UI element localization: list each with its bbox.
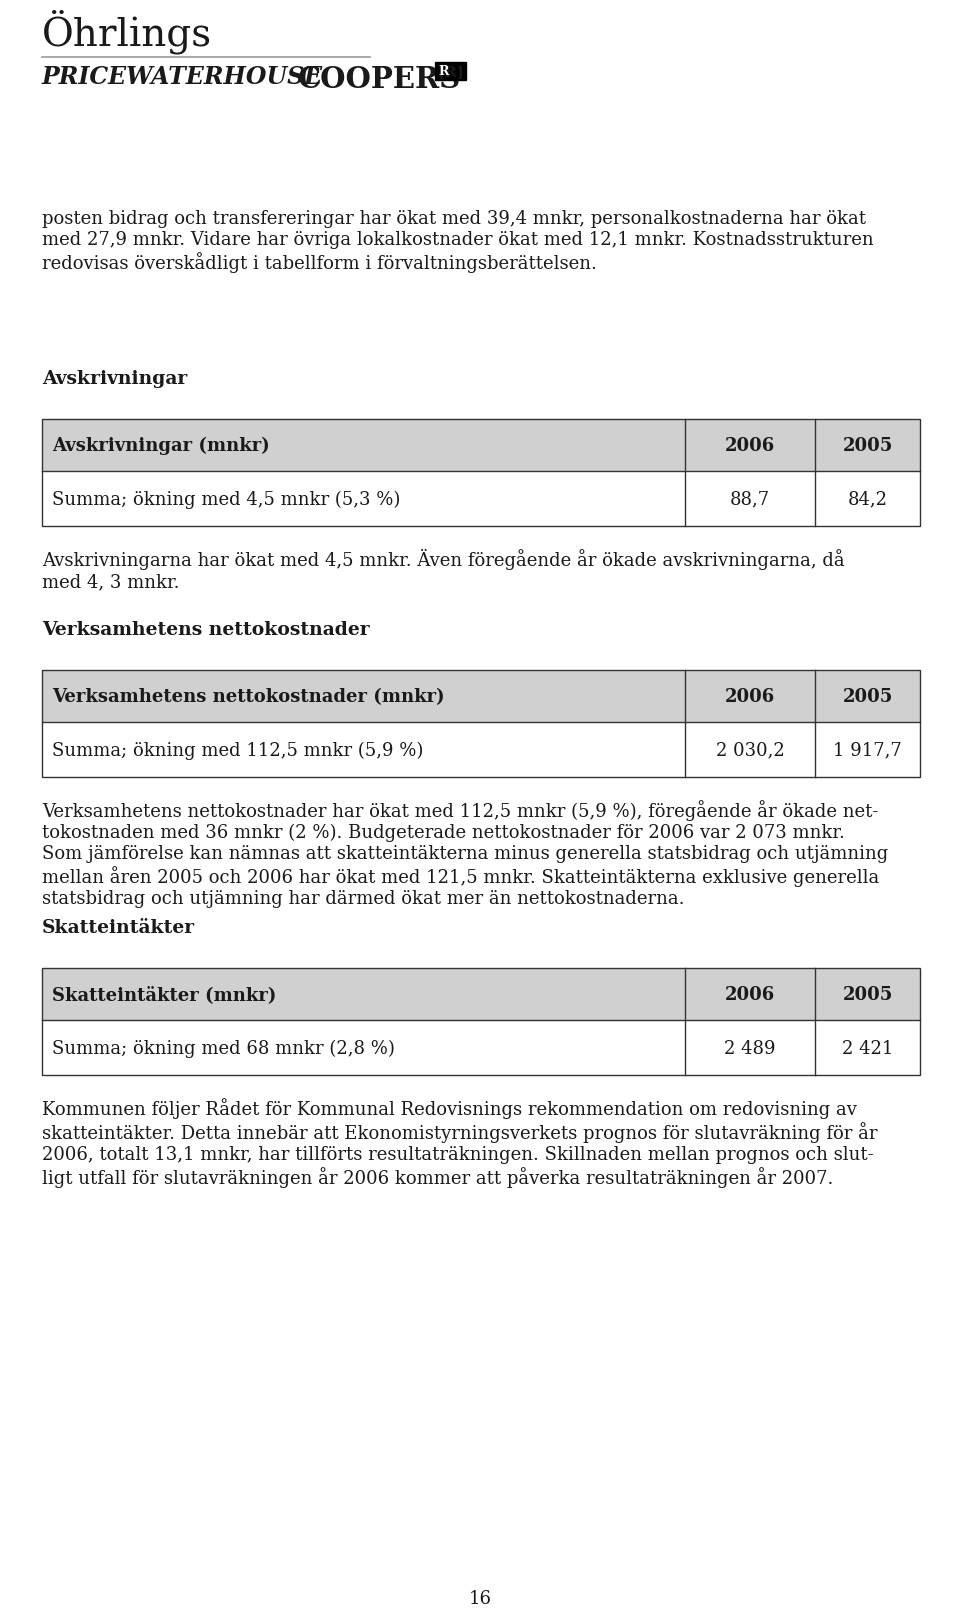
- Bar: [42, 723, 920, 778]
- Text: Avskrivningarna har ökat med 4,5 mnkr. Även föregående år ökade avskrivningarna,: Avskrivningarna har ökat med 4,5 mnkr. Ä…: [42, 549, 845, 591]
- Text: 2005: 2005: [842, 437, 893, 455]
- Text: 2006: 2006: [725, 688, 775, 705]
- Text: Verksamhetens nettokostnader (mnkr): Verksamhetens nettokostnader (mnkr): [52, 688, 444, 705]
- Text: [R]: [R]: [437, 65, 464, 79]
- Text: Avskrivningar (mnkr): Avskrivningar (mnkr): [52, 437, 270, 455]
- Text: Öhrlings: Öhrlings: [42, 10, 212, 55]
- Text: 16: 16: [468, 1590, 492, 1608]
- Bar: [42, 670, 920, 778]
- Bar: [42, 420, 920, 471]
- Text: R: R: [438, 65, 448, 77]
- Bar: [42, 968, 920, 1075]
- Text: 2005: 2005: [842, 688, 893, 705]
- Text: Summa; ökning med 68 mnkr (2,8 %): Summa; ökning med 68 mnkr (2,8 %): [52, 1039, 395, 1057]
- Text: Verksamhetens nettokostnader: Verksamhetens nettokostnader: [42, 621, 370, 639]
- Text: 1 917,7: 1 917,7: [833, 741, 901, 759]
- Text: Skatteintäkter (mnkr): Skatteintäkter (mnkr): [52, 986, 276, 1004]
- Text: Avskrivningar: Avskrivningar: [42, 370, 187, 387]
- Text: 2005: 2005: [842, 986, 893, 1004]
- Text: Kommunen följer Rådet för Kommunal Redovisnings rekommendation om redovisning av: Kommunen följer Rådet för Kommunal Redov…: [42, 1098, 877, 1188]
- Text: Summa; ökning med 112,5 mnkr (5,9 %): Summa; ökning med 112,5 mnkr (5,9 %): [52, 741, 423, 759]
- Text: PRICEWATERHOUSE: PRICEWATERHOUSE: [42, 65, 324, 89]
- Text: Summa; ökning med 4,5 mnkr (5,3 %): Summa; ökning med 4,5 mnkr (5,3 %): [52, 491, 400, 508]
- Text: 2 489: 2 489: [724, 1039, 776, 1057]
- Bar: [42, 1020, 920, 1075]
- Text: Verksamhetens nettokostnader har ökat med 112,5 mnkr (5,9 %), föregående år ökad: Verksamhetens nettokostnader har ökat me…: [42, 799, 888, 907]
- Bar: [42, 420, 920, 526]
- Bar: [42, 968, 920, 1020]
- Text: 2 030,2: 2 030,2: [715, 741, 784, 759]
- Bar: [42, 471, 920, 526]
- Text: 88,7: 88,7: [730, 491, 770, 508]
- Text: 2006: 2006: [725, 437, 775, 455]
- Text: Skatteintäkter: Skatteintäkter: [42, 918, 195, 936]
- Text: 2006: 2006: [725, 986, 775, 1004]
- Text: posten bidrag och transfereringar har ökat med 39,4 mnkr, personalkostnaderna ha: posten bidrag och transfereringar har ök…: [42, 210, 874, 273]
- Text: COOPERS: COOPERS: [298, 65, 461, 94]
- Text: 2 421: 2 421: [842, 1039, 893, 1057]
- Text: 84,2: 84,2: [848, 491, 887, 508]
- Bar: [42, 670, 920, 723]
